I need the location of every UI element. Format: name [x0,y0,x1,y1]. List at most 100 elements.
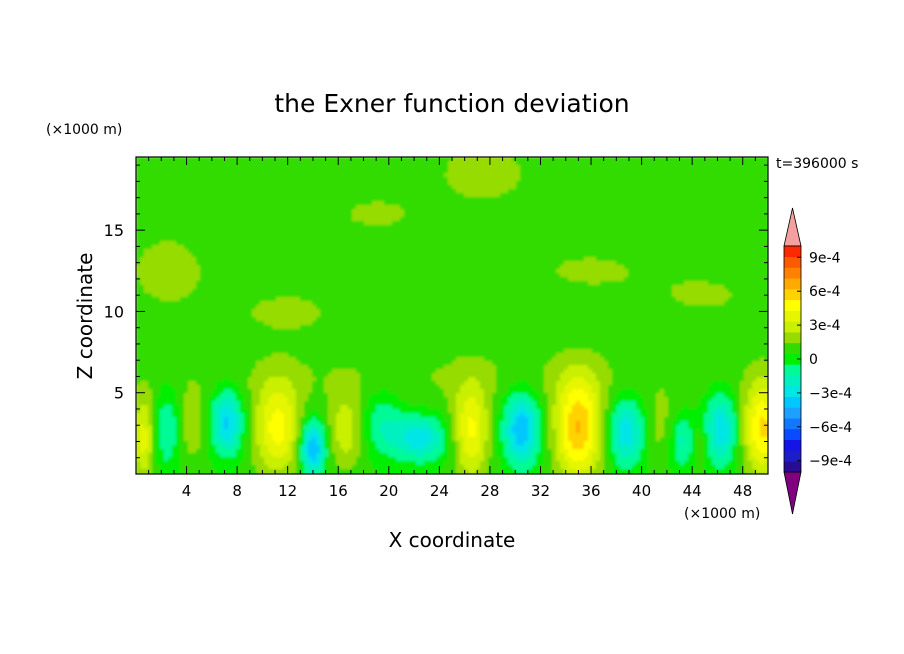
contour-cell [688,209,693,214]
contour-cell [764,221,768,226]
contour-cell [452,245,457,250]
contour-cell [456,205,461,210]
contour-cell [276,177,281,182]
contour-cell [244,157,249,162]
contour-cell [700,193,705,198]
contour-cell [388,173,393,178]
contour-cell [288,217,293,222]
contour-cell [476,165,481,170]
contour-cell [420,169,425,174]
contour-cell [580,189,585,194]
contour-cell [424,185,429,190]
contour-cell [680,165,685,170]
contour-cell [312,277,317,282]
contour-cell [264,205,269,210]
contour-cell [740,201,745,206]
contour-cell [460,261,465,266]
contour-cell [296,177,301,182]
contour-cell [524,277,529,282]
contour-cell [572,209,577,214]
contour-cell [592,185,597,190]
contour-cell [548,157,553,162]
contour-cell [184,209,189,214]
contour-cell [172,209,177,214]
contour-cell [196,201,201,206]
contour-cell [452,157,457,162]
contour-cell [332,189,337,194]
contour-cell [228,257,233,262]
contour-cell [336,269,341,274]
contour-cell [160,265,165,270]
contour-cell [420,201,425,206]
contour-cell [616,161,621,166]
contour-cell [424,269,429,274]
contour-cell [192,277,197,282]
contour-cell [692,189,697,194]
contour-cell [544,257,549,262]
contour-cell [596,185,601,190]
contour-cell [604,265,609,270]
contour-cell [224,185,229,190]
contour-cell [696,201,701,206]
contour-cell [752,265,757,270]
contour-cell [200,277,205,282]
chart-title: the Exner function deviation [274,89,629,118]
contour-cell [216,193,221,198]
contour-cell [184,245,189,250]
contour-cell [404,209,409,214]
contour-cell [580,273,585,278]
contour-cell [716,165,721,170]
contour-cell [532,257,537,262]
contour-cell [400,281,405,286]
contour-cell [520,177,525,182]
contour-cell [344,197,349,202]
contour-cell [588,189,593,194]
contour-cell [496,241,501,246]
contour-cell [664,177,669,182]
contour-cell [376,277,381,282]
contour-cell [184,249,189,254]
contour-cell [556,241,561,246]
contour-cell [292,265,297,270]
contour-cell [212,273,217,278]
contour-cell [252,189,257,194]
contour-cell [756,157,761,162]
contour-cell [472,193,477,198]
contour-cell [184,213,189,218]
contour-cell [572,237,577,242]
contour-cell [376,181,381,186]
contour-cell [656,157,661,162]
contour-cell [196,233,201,238]
contour-cell [232,273,237,278]
contour-cell [260,257,265,262]
contour-cell [416,265,421,270]
contour-cell [580,221,585,226]
contour-cell [160,233,165,238]
contour-cell [280,173,285,178]
contour-cell [440,225,445,230]
contour-cell [356,237,361,242]
contour-cell [192,161,197,166]
contour-cell [180,181,185,186]
contour-cell [628,189,633,194]
contour-cell [236,205,241,210]
contour-cell [664,197,669,202]
contour-cell [752,277,757,282]
contour-cell [588,269,593,274]
contour-cell [492,205,497,210]
contour-cell [164,233,169,238]
contour-cell [216,209,221,214]
contour-cell [556,177,561,182]
contour-cell [532,229,537,234]
contour-cell [664,245,669,250]
contour-cell [236,221,241,226]
contour-cell [312,193,317,198]
contour-cell [336,237,341,242]
contour-cell [292,161,297,166]
contour-cell [552,165,557,170]
contour-cell [400,269,405,274]
contour-cell [496,277,501,282]
contour-cell [324,173,329,178]
contour-cell [588,185,593,190]
contour-cell [644,225,649,230]
